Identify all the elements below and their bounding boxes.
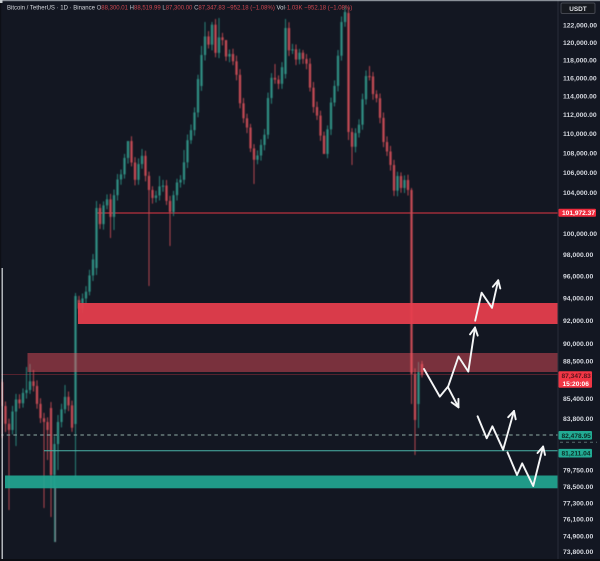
svg-text:101,972.37: 101,972.37	[562, 210, 595, 217]
svg-text:73,800.00: 73,800.00	[563, 549, 593, 556]
svg-text:74,900.00: 74,900.00	[563, 533, 593, 540]
svg-text:104,000.00: 104,000.00	[563, 190, 597, 197]
svg-text:100,000.00: 100,000.00	[563, 231, 597, 238]
svg-text:76,100.00: 76,100.00	[563, 517, 593, 524]
svg-text:106,000.00: 106,000.00	[563, 170, 597, 177]
svg-text:87,347.83: 87,347.83	[562, 373, 592, 380]
svg-text:118,000.00: 118,000.00	[563, 58, 597, 65]
svg-text:90,000.00: 90,000.00	[563, 341, 593, 348]
svg-text:116,000.00: 116,000.00	[563, 76, 597, 83]
svg-text:77,300.00: 77,300.00	[563, 500, 593, 507]
svg-text:96,000.00: 96,000.00	[563, 274, 593, 281]
svg-text:78,500.00: 78,500.00	[563, 484, 593, 491]
svg-text:85,400.00: 85,400.00	[563, 396, 593, 403]
svg-text:81,211.04: 81,211.04	[562, 451, 591, 458]
svg-text:15:20:06: 15:20:06	[563, 381, 590, 388]
svg-text:82,478.95: 82,478.95	[562, 433, 592, 440]
svg-text:122,000.00: 122,000.00	[563, 23, 597, 30]
svg-text:114,000.00: 114,000.00	[563, 94, 597, 101]
svg-text:92,000.00: 92,000.00	[563, 318, 593, 325]
svg-text:88,500.00: 88,500.00	[563, 359, 593, 366]
svg-text:120,000.00: 120,000.00	[563, 40, 597, 47]
svg-text:98,000.00: 98,000.00	[563, 252, 593, 259]
svg-text:112,000.00: 112,000.00	[563, 112, 597, 119]
svg-text:Bitcoin / TetherUS · 1D · Bina: Bitcoin / TetherUS · 1D · Binance O88,30…	[7, 5, 352, 11]
svg-text:83,800.00: 83,800.00	[563, 416, 593, 423]
svg-text:USDT: USDT	[569, 6, 586, 13]
svg-text:94,000.00: 94,000.00	[563, 296, 593, 303]
svg-text:110,000.00: 110,000.00	[563, 131, 597, 138]
svg-text:108,000.00: 108,000.00	[563, 150, 597, 157]
svg-text:79,750.00: 79,750.00	[563, 468, 593, 475]
